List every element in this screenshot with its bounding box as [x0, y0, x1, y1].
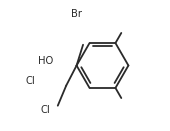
Text: Br: Br: [71, 9, 82, 20]
Text: Cl: Cl: [40, 105, 50, 115]
Text: HO: HO: [38, 56, 53, 66]
Text: Cl: Cl: [25, 76, 35, 86]
